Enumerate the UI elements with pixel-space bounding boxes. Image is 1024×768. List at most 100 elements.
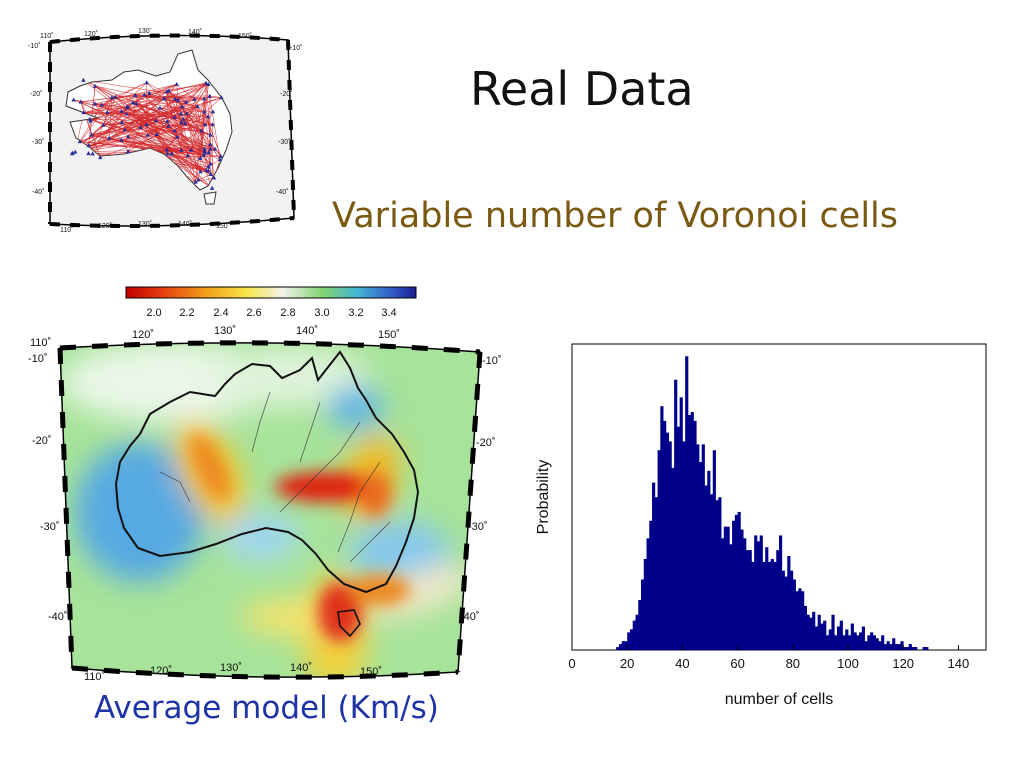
ray-path (127, 127, 141, 152)
lon-label: 120˚ (84, 30, 98, 38)
histogram-bar (715, 500, 719, 650)
histogram-bar (839, 620, 843, 650)
histogram-bar (707, 470, 711, 650)
histogram-bar (687, 414, 692, 650)
station-marker (122, 127, 127, 132)
lon-label: 150˚ (238, 32, 252, 40)
lon-label: 150˚ (378, 329, 400, 341)
station-marker (105, 109, 110, 114)
histogram-bar (806, 614, 810, 650)
histogram-bar (922, 647, 926, 650)
histogram-bar (900, 641, 904, 650)
histogram-bar (892, 638, 896, 650)
station-marker (172, 96, 178, 101)
ray-path (180, 113, 206, 125)
histogram-bar (682, 441, 686, 650)
ray-path (80, 91, 167, 103)
station-marker (133, 93, 138, 98)
velocity-colorbar: 2.0 2.2 2.4 2.6 2.8 3.0 3.2 3.4 (125, 286, 417, 319)
cells-histogram: 0 20 40 60 80 100 120 140 number of cells Proba… (535, 343, 987, 708)
x-tick-label: 100 (837, 656, 859, 671)
station-marker (208, 142, 213, 147)
lat-label: -20˚ (476, 437, 496, 449)
ray-path (121, 140, 129, 152)
histogram-bar (756, 541, 761, 650)
station-marker (210, 109, 216, 114)
station-marker (172, 115, 177, 120)
histogram-bar (729, 544, 733, 650)
histogram-bar (792, 579, 796, 650)
histogram-bar (663, 420, 667, 650)
ray-path (175, 84, 209, 100)
station-marker (183, 99, 189, 104)
histogram-bar (867, 635, 871, 650)
ray-path (186, 113, 206, 125)
histogram-bar (665, 432, 669, 650)
seismic-stations (69, 77, 224, 190)
ray-path (91, 134, 167, 151)
station-marker (92, 101, 98, 106)
histogram-bar (668, 441, 672, 650)
histogram-bar (870, 632, 874, 650)
ray-path (121, 122, 213, 189)
station-marker (86, 151, 91, 156)
station-marker (201, 152, 207, 157)
histogram-bar (723, 526, 727, 650)
histogram-bar (649, 520, 653, 650)
histogram-bar (646, 538, 650, 650)
histogram-bar (878, 641, 882, 650)
ray-path (103, 96, 116, 126)
histogram-bar (845, 629, 849, 650)
ray-path (88, 145, 211, 150)
lon-label: 110˚ (40, 32, 54, 40)
station-marker (183, 121, 188, 126)
station-marker (166, 88, 171, 93)
colorbar-tick: 2.0 (146, 307, 161, 319)
histogram-bar (842, 635, 846, 650)
ray-path (136, 103, 211, 165)
histogram-bar (632, 620, 636, 650)
lon-label: 140˚ (290, 662, 312, 674)
histogram-bar (886, 641, 890, 650)
velocity-anomaly-cores (190, 433, 410, 642)
ray-path (91, 124, 147, 136)
station-marker (210, 122, 215, 127)
ray-path (146, 122, 182, 125)
histogram-bar (814, 626, 819, 650)
histogram-bar (914, 647, 918, 650)
station-marker (124, 111, 129, 116)
station-marker (130, 100, 136, 105)
lon-label: 120˚ (150, 665, 172, 677)
colorbar-tick: 2.8 (280, 307, 295, 319)
histogram-bar (759, 535, 763, 650)
histogram-bar (654, 497, 658, 650)
histogram-bar (660, 406, 664, 650)
histogram-bar (710, 494, 714, 650)
histogram-bar (911, 647, 915, 650)
station-marker (172, 128, 177, 133)
lat-label: -10˚ (28, 353, 48, 365)
ray-path (79, 141, 204, 156)
histogram-bar (908, 644, 912, 650)
station-marker (176, 97, 181, 102)
histogram-bar (671, 467, 675, 650)
station-marker (206, 150, 211, 155)
histogram-bar (754, 535, 758, 650)
lat-label: -40˚ (276, 188, 288, 196)
station-marker (208, 146, 213, 151)
histogram-bar (726, 526, 730, 650)
histogram-bar (685, 356, 689, 650)
ray-path (159, 107, 209, 117)
station-marker (204, 167, 209, 172)
lat-label: -10˚ (28, 42, 40, 50)
histogram-bar (903, 647, 907, 650)
station-marker (89, 132, 94, 137)
histogram-bar (881, 635, 885, 650)
ray-path (198, 174, 211, 181)
station-marker (203, 80, 209, 85)
station-marker (218, 153, 224, 158)
histogram-bar (773, 561, 777, 650)
histogram-bar (721, 538, 725, 650)
ray-path (209, 95, 221, 160)
station-marker (192, 96, 197, 101)
